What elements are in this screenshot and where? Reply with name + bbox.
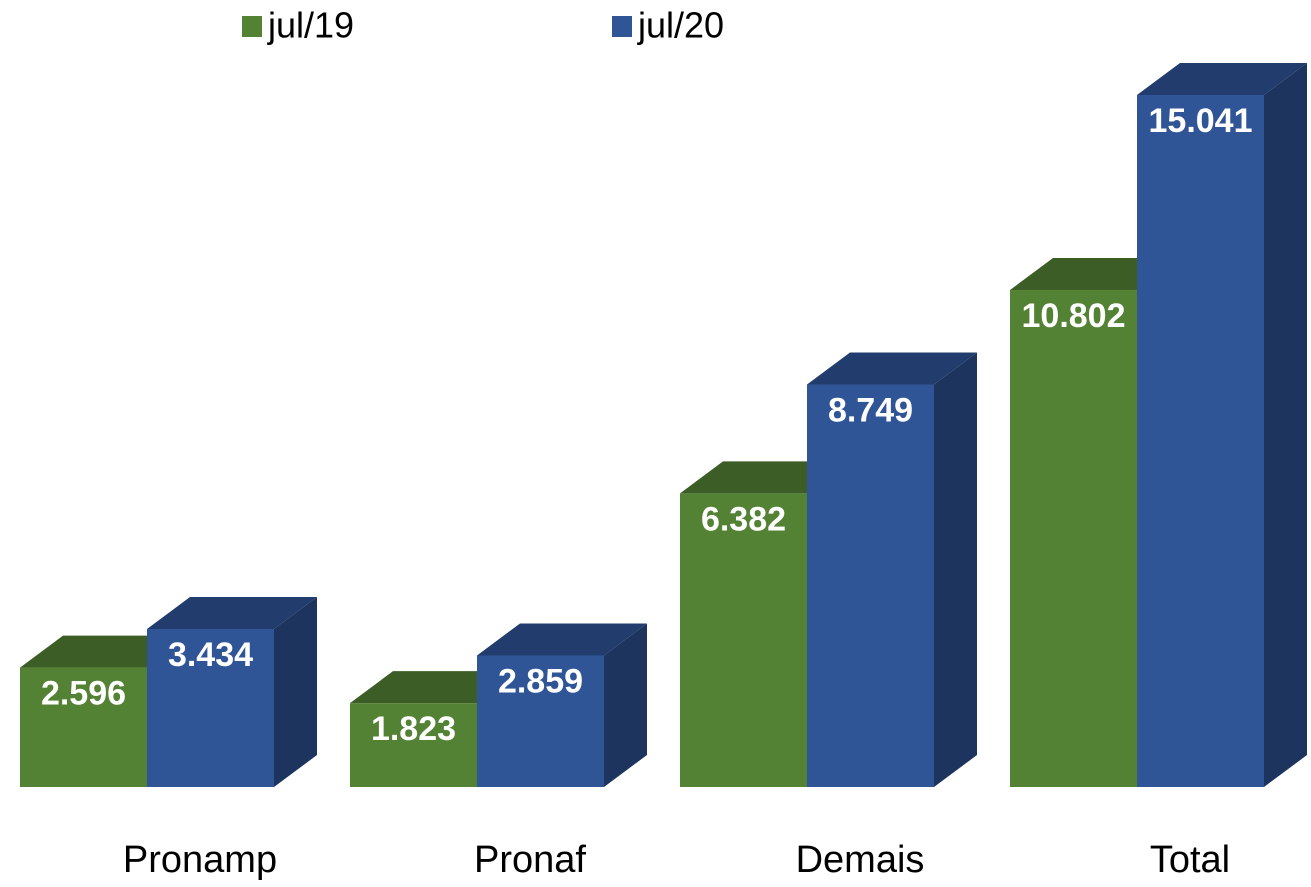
- bar-top: [477, 623, 647, 656]
- value-label: 2.596: [41, 675, 126, 713]
- bar: [1010, 290, 1137, 787]
- value-label: 10.802: [1022, 297, 1126, 335]
- bar: [1137, 95, 1264, 787]
- bar: [807, 384, 934, 787]
- bar: [147, 629, 274, 787]
- bar-top: [807, 352, 977, 385]
- bar-side: [1264, 63, 1307, 787]
- bar-side: [934, 352, 977, 787]
- legend-swatch: [612, 16, 632, 37]
- value-label: 3.434: [168, 636, 253, 674]
- bar: [680, 493, 807, 787]
- legend-label: jul/19: [267, 5, 354, 46]
- bar: [477, 655, 604, 787]
- bar: [20, 667, 147, 787]
- x-tick-label: Pronaf: [474, 839, 586, 881]
- value-label: 15.041: [1149, 102, 1253, 140]
- x-tick-label: Total: [1150, 839, 1230, 881]
- bar-top: [1137, 63, 1307, 95]
- legend-swatch: [242, 16, 262, 37]
- value-label: 8.749: [828, 391, 913, 429]
- value-label: 6.382: [701, 500, 786, 538]
- legend-label: jul/20: [637, 5, 724, 46]
- bar: [350, 703, 477, 787]
- x-tick-label: Pronamp: [123, 839, 277, 881]
- bar-side: [274, 597, 317, 787]
- value-label: 2.859: [498, 662, 583, 700]
- value-label: 1.823: [371, 710, 456, 748]
- x-tick-label: Demais: [796, 839, 925, 881]
- bar-top: [147, 597, 317, 630]
- bar-side: [604, 623, 647, 787]
